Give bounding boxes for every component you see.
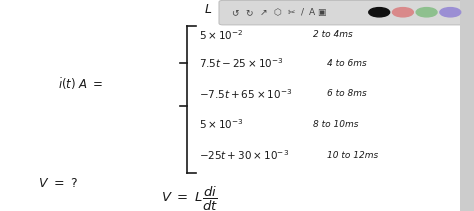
Text: 6 to 8ms: 6 to 8ms (327, 89, 367, 98)
FancyBboxPatch shape (219, 0, 464, 25)
Text: $-25t+30\times 10^{-3}$: $-25t+30\times 10^{-3}$ (199, 148, 289, 162)
Text: ↗: ↗ (259, 8, 267, 17)
Text: 2 to 4ms: 2 to 4ms (313, 30, 353, 39)
Text: ↺: ↺ (231, 8, 238, 17)
Circle shape (440, 8, 461, 17)
Text: ↻: ↻ (245, 8, 253, 17)
Text: $5 \times 10^{-2}$: $5 \times 10^{-2}$ (199, 28, 244, 42)
Circle shape (392, 8, 413, 17)
Text: /: / (301, 8, 304, 17)
Bar (460, 0, 474, 211)
Text: $V\ =\ ?$: $V\ =\ ?$ (38, 177, 78, 190)
Text: $5 \times 10^{-3}$: $5 \times 10^{-3}$ (199, 118, 244, 131)
Text: ⬡: ⬡ (273, 8, 281, 17)
Text: 4 to 6ms: 4 to 6ms (327, 59, 367, 68)
Text: ✂: ✂ (288, 8, 295, 17)
Circle shape (369, 8, 390, 17)
Circle shape (416, 8, 437, 17)
Text: 10 to 12ms: 10 to 12ms (327, 151, 378, 160)
Text: L: L (205, 3, 212, 16)
Text: A: A (309, 8, 315, 17)
Text: $-7.5t+65\times 10^{-3}$: $-7.5t+65\times 10^{-3}$ (199, 87, 292, 101)
Text: $7.5t-25\times 10^{-3}$: $7.5t-25\times 10^{-3}$ (199, 56, 284, 70)
Text: $V\ =\ L\dfrac{di}{dt}$: $V\ =\ L\dfrac{di}{dt}$ (161, 185, 219, 211)
Text: $\dot{\imath}(t)\ A\ =$: $\dot{\imath}(t)\ A\ =$ (58, 77, 103, 92)
Text: ▣: ▣ (317, 8, 326, 17)
Text: 8 to 10ms: 8 to 10ms (313, 120, 358, 129)
